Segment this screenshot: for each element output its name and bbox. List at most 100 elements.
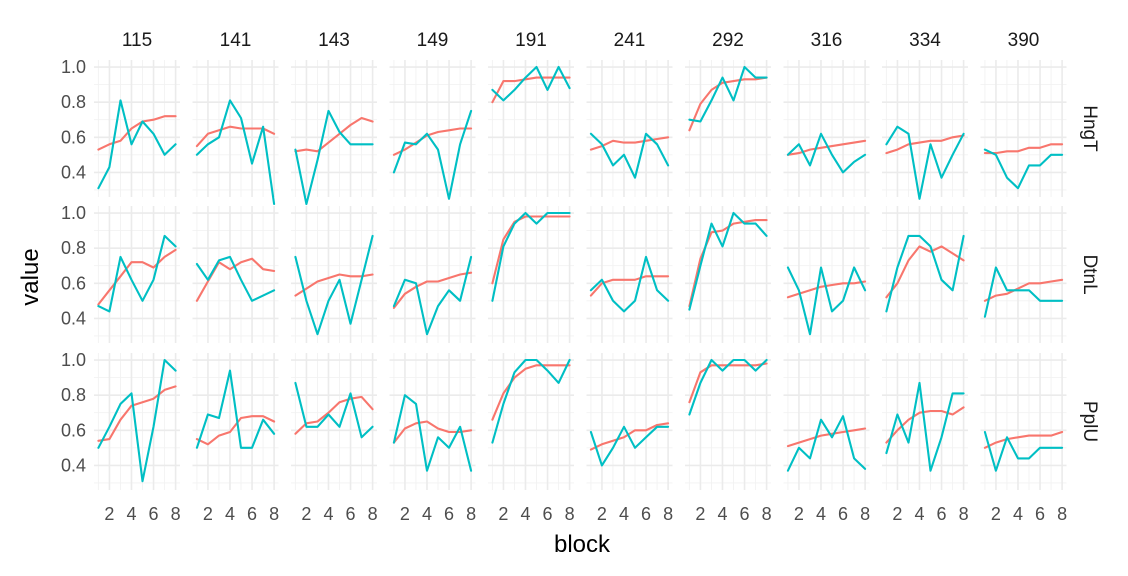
x-tick-label: 8: [1057, 504, 1067, 524]
x-tick-label: 8: [762, 504, 772, 524]
y-tick-label: 1.0: [61, 203, 86, 223]
facet-panel: [586, 353, 673, 490]
x-tick-label: 8: [663, 504, 673, 524]
x-tick-label: 6: [149, 504, 159, 524]
x-tick-label: 2: [400, 504, 410, 524]
column-facet-label: 241: [614, 30, 646, 51]
facet-panel: [882, 60, 968, 200]
x-tick-label: 2: [892, 504, 902, 524]
column-facet-label: 149: [417, 30, 449, 51]
series-line-teal: [97, 99, 177, 190]
facet-panel: [685, 206, 771, 343]
facet-panel: [291, 206, 377, 343]
x-tick-label: 6: [740, 504, 750, 524]
series-line-teal: [491, 65, 571, 102]
y-tick-label: 0.6: [61, 127, 86, 147]
x-tick-label: 4: [1013, 504, 1023, 524]
x-tick-label: 6: [838, 504, 848, 524]
facet-panel: [586, 206, 673, 343]
row-facet-label: HngT: [1079, 105, 1100, 152]
series-line-red: [97, 385, 177, 442]
facet-panel: [488, 353, 574, 490]
column-facet-label: 316: [811, 30, 843, 51]
series-line-red: [491, 215, 571, 285]
y-tick-label: 0.4: [61, 455, 86, 475]
x-tick-label: 6: [247, 504, 257, 524]
facet-panel: [192, 60, 279, 206]
series-line-red: [491, 364, 571, 421]
x-tick-label: 2: [498, 504, 508, 524]
x-tick-label: 4: [816, 504, 826, 524]
x-tick-label: 8: [565, 504, 575, 524]
facet-panel: [685, 353, 771, 490]
x-tick-label: 6: [937, 504, 947, 524]
y-tick-label: 0.6: [61, 273, 86, 293]
x-tick-label: 4: [520, 504, 530, 524]
series-line-red: [885, 134, 965, 155]
column-facet-labels: 115 141 143 149 191 241 292 316 334 390: [122, 30, 1040, 51]
x-tick-label: 4: [717, 504, 727, 524]
facet-panel: [586, 60, 673, 197]
column-facet-label: 390: [1008, 30, 1040, 51]
x-tick-label: 4: [422, 504, 432, 524]
facet-panel: [980, 206, 1067, 343]
x-tick-label: 4: [126, 504, 136, 524]
column-facet-label: 143: [318, 30, 350, 51]
x-tick-label: 2: [597, 504, 607, 524]
x-tick-label: 6: [543, 504, 553, 524]
x-tick-label: 6: [1035, 504, 1045, 524]
x-tick-label: 8: [466, 504, 476, 524]
series-line-red: [195, 415, 276, 446]
series-line-teal: [885, 125, 965, 200]
y-tick-label: 0.6: [61, 420, 86, 440]
x-tick-label: 4: [914, 504, 924, 524]
series-line-teal: [195, 369, 276, 449]
facet-panel: [980, 60, 1067, 197]
series-line-teal: [688, 211, 768, 311]
facet-panel: [882, 353, 968, 490]
facet-panel: [783, 353, 870, 490]
facet-panel: [685, 60, 771, 197]
series-line-teal: [688, 358, 768, 416]
x-tick-label: 8: [959, 504, 969, 524]
series-line-teal: [983, 430, 1064, 472]
series-line-teal: [589, 132, 670, 179]
x-tick-label: 2: [203, 504, 213, 524]
column-facet-label: 292: [712, 30, 744, 51]
facet-panel: [94, 206, 180, 343]
series-line-teal: [392, 109, 473, 200]
series-line-red: [294, 395, 374, 435]
facet-panel: [980, 353, 1067, 490]
facet-panel: [488, 60, 574, 197]
series-line-teal: [294, 381, 374, 439]
series-line-teal: [491, 358, 571, 444]
y-tick-label: 0.8: [61, 238, 86, 258]
series-line-teal: [786, 415, 867, 472]
facet-panel: [389, 60, 476, 200]
series-line-teal: [589, 425, 670, 467]
series-line-red: [688, 76, 768, 132]
facet-panel: [783, 60, 870, 197]
x-tick-label: 8: [860, 504, 870, 524]
y-axis-title: value: [17, 248, 44, 305]
series-line-red: [786, 139, 867, 156]
series-line-teal: [786, 132, 867, 174]
row-facet-label: DtnL: [1079, 254, 1100, 294]
facet-panel: [783, 206, 870, 343]
facet-panel: [291, 60, 377, 206]
y-tick-label: 1.0: [61, 57, 86, 77]
facet-panel: [389, 206, 476, 343]
series-line-red: [491, 76, 571, 104]
x-tick-label: 8: [269, 504, 279, 524]
x-tick-label: 6: [346, 504, 356, 524]
series-line-teal: [688, 65, 768, 123]
series-line-red: [885, 245, 965, 299]
x-tick-label: 4: [225, 504, 235, 524]
x-tick-label: 8: [171, 504, 181, 524]
series-line-red: [392, 127, 473, 156]
series-line-teal: [983, 266, 1064, 318]
series-line-red: [294, 273, 374, 297]
series-line-red: [97, 248, 177, 306]
facet-panels: [94, 60, 1067, 490]
